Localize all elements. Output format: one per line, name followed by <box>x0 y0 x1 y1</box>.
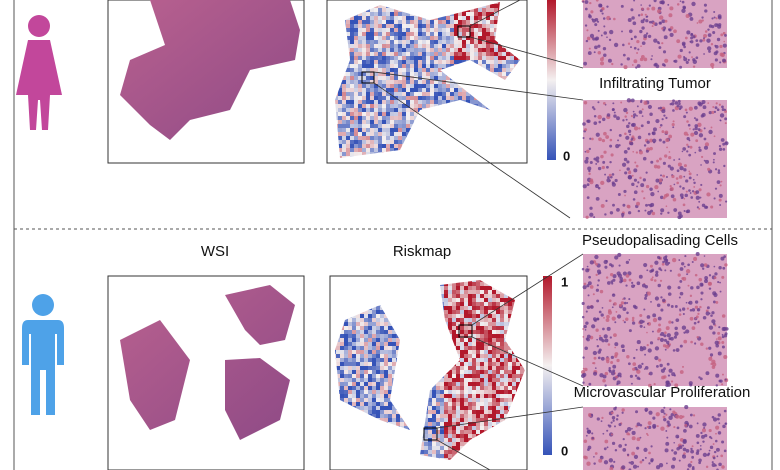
panel-frame <box>13 0 773 470</box>
column-title: Riskmap <box>393 243 451 260</box>
colorbar-label: 0 <box>563 148 570 163</box>
colorbar-label: 1 <box>561 274 568 289</box>
colorbar-label: 0 <box>561 443 568 458</box>
histology-patch <box>582 98 729 220</box>
tissue <box>120 0 300 140</box>
roi-box <box>361 71 375 84</box>
histology-patch <box>583 405 728 470</box>
column-title: WSI <box>201 243 229 260</box>
colorbar <box>547 0 556 160</box>
roi-box <box>423 427 438 441</box>
female-icon <box>16 15 62 130</box>
roi-box <box>458 324 473 338</box>
histology-patch <box>580 252 729 388</box>
patch-label: Microvascular Proliferation <box>574 384 751 401</box>
connector <box>373 0 584 219</box>
patch-label: Infiltrating Tumor <box>599 75 711 92</box>
tissue <box>120 285 295 440</box>
male-icon <box>22 294 64 415</box>
colorbar <box>543 276 552 455</box>
connector <box>436 253 584 470</box>
patch-label: Pseudopalisading Cells <box>582 232 738 249</box>
roi-box <box>457 25 471 38</box>
histology-patch <box>581 0 727 70</box>
